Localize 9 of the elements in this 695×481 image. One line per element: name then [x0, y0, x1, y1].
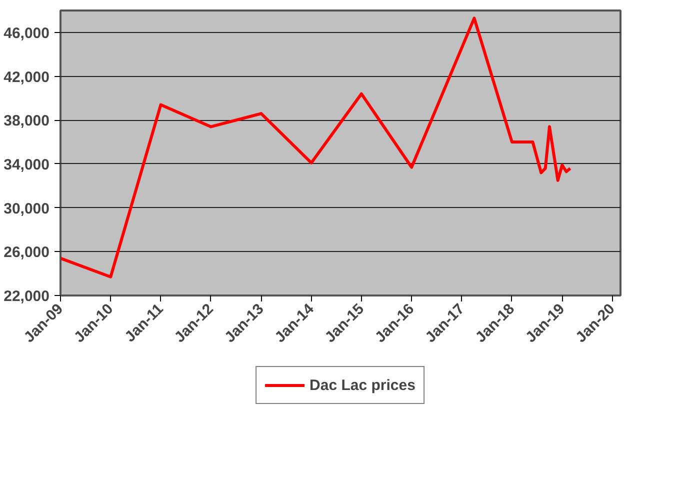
line-series: [60, 16, 572, 278]
y-tick-label: 34,000: [4, 156, 50, 174]
y-tick-label: 46,000: [4, 24, 50, 42]
legend-label: Dac Lac prices: [310, 376, 416, 394]
y-tick-label: 22,000: [4, 288, 50, 305]
y-tick-label: 30,000: [4, 200, 50, 218]
y-tick-label: 38,000: [4, 112, 50, 130]
y-tick-label: 42,000: [4, 68, 50, 86]
y-tick-label: 26,000: [4, 244, 50, 262]
